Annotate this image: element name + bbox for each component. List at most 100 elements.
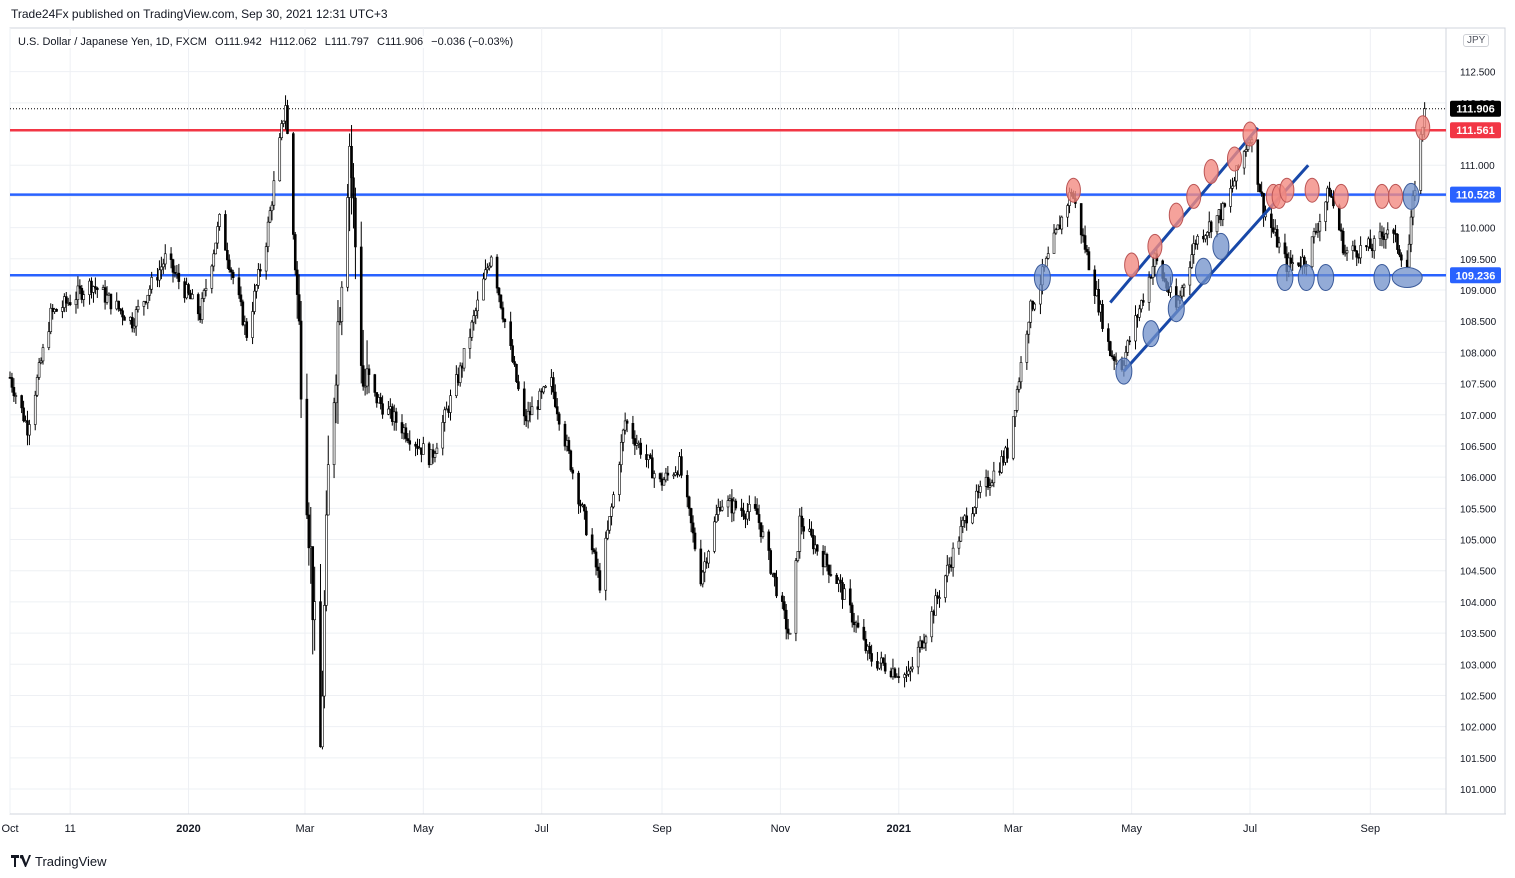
resistance-touch-marker	[1124, 252, 1140, 278]
candle	[1017, 377, 1021, 393]
candle-body	[414, 443, 417, 447]
candle-body	[266, 221, 270, 247]
candle-body	[961, 520, 965, 527]
candle-body	[286, 105, 289, 134]
candle	[829, 564, 833, 577]
candle	[713, 516, 716, 554]
candle-body	[1066, 205, 1069, 218]
time-tick-label: Mar	[1004, 823, 1023, 835]
candle	[1083, 225, 1087, 254]
candle-body	[755, 508, 759, 515]
candle	[363, 368, 367, 396]
candle	[394, 407, 398, 431]
candle	[1386, 222, 1390, 239]
candle-body	[78, 285, 82, 289]
candle-body	[408, 440, 412, 445]
candle	[924, 634, 928, 652]
support-touch-marker	[1212, 232, 1230, 260]
candle	[606, 520, 609, 541]
candle-body	[691, 522, 695, 534]
candle-body	[740, 507, 743, 511]
candle-body	[251, 311, 254, 338]
candle	[20, 394, 23, 414]
candle-body	[850, 604, 854, 623]
candle	[740, 498, 743, 517]
candle-body	[753, 504, 757, 509]
candle	[944, 574, 947, 603]
candle-body	[264, 246, 268, 272]
candle-body	[239, 294, 243, 303]
candle	[41, 343, 45, 365]
candle	[1312, 227, 1316, 244]
price-chart[interactable]: 101.000 101.500 102.000 102.500 103.000 103.5…	[0, 26, 1506, 844]
candle	[773, 572, 776, 587]
candle	[961, 516, 965, 534]
candle-body	[1110, 355, 1114, 358]
candle	[596, 558, 600, 578]
candle-body	[1079, 203, 1083, 236]
candle	[571, 467, 575, 480]
candle	[1339, 223, 1343, 241]
candle	[227, 254, 231, 273]
level-price-label: 110.528	[1456, 190, 1495, 202]
support-touch-marker	[1167, 295, 1185, 323]
candle-body	[204, 288, 208, 291]
candle-body	[22, 407, 25, 422]
candle	[94, 277, 97, 295]
candle	[903, 672, 906, 688]
candle-body	[1027, 321, 1031, 335]
candle	[590, 528, 594, 555]
candle	[1330, 189, 1333, 198]
candle	[218, 213, 221, 231]
candle	[187, 282, 190, 296]
candle-body	[229, 269, 233, 273]
candle	[767, 529, 771, 561]
candle	[191, 289, 194, 300]
candle	[14, 392, 18, 404]
level-price-label-bg	[1450, 122, 1501, 139]
candle-body	[1244, 149, 1248, 152]
candle-body	[757, 514, 761, 523]
candle	[1107, 323, 1110, 351]
candle-body	[280, 123, 283, 138]
candle	[720, 499, 724, 512]
candle-body	[610, 506, 613, 517]
resistance-touch-marker	[1242, 121, 1258, 147]
candle	[1396, 233, 1399, 254]
tradingview-brand: TradingView	[35, 853, 107, 869]
candle-body	[515, 364, 518, 382]
candle	[297, 274, 301, 325]
candle-body	[216, 226, 219, 244]
candle	[761, 525, 765, 539]
candle	[639, 437, 642, 459]
candle-body	[41, 347, 45, 362]
candle	[74, 291, 78, 314]
candle	[755, 498, 759, 515]
candle-body	[365, 368, 369, 387]
candle	[658, 472, 662, 483]
candle-body	[1107, 328, 1110, 342]
candle	[359, 221, 363, 384]
candle-body	[1324, 201, 1327, 222]
candle	[1079, 203, 1083, 244]
candle	[109, 293, 113, 315]
candle-body	[1392, 229, 1395, 234]
candle-body	[47, 331, 51, 348]
candle-body	[1206, 232, 1209, 236]
candle-body	[883, 662, 887, 672]
time-tick-label: 2021	[887, 823, 911, 835]
candle-body	[1052, 232, 1056, 254]
candle-body	[241, 301, 245, 326]
candle-body	[619, 442, 623, 466]
candle-body	[1372, 238, 1376, 252]
candle	[472, 309, 476, 331]
currency-badge[interactable]: JPY	[1463, 34, 1490, 47]
candle-body	[200, 298, 204, 320]
candle	[443, 406, 446, 432]
candle-body	[1297, 262, 1300, 266]
candle	[486, 263, 489, 274]
candle-body	[346, 197, 349, 288]
candle-body	[1256, 139, 1260, 185]
candle	[1126, 339, 1130, 356]
price-tick-label: 102.500	[1460, 691, 1497, 702]
